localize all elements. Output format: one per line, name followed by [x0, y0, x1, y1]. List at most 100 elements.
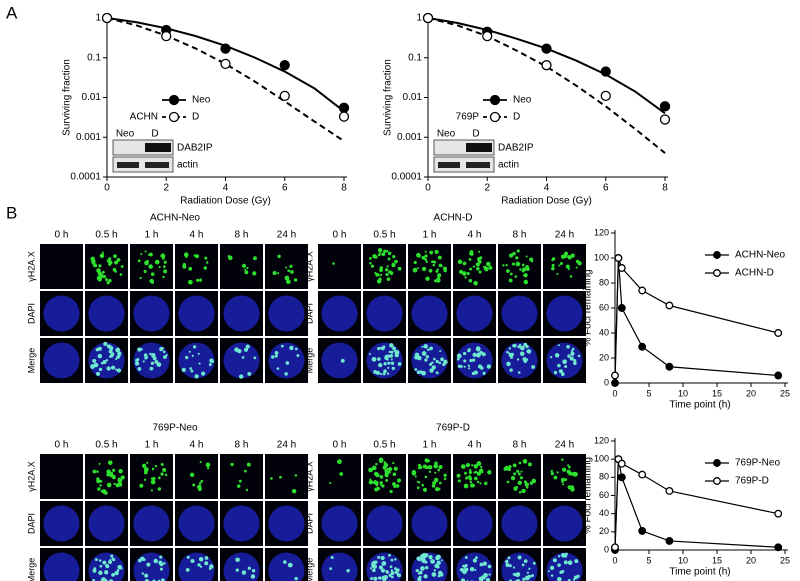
focus	[507, 467, 511, 472]
focus	[486, 364, 492, 369]
timepoint-label: 0 h	[333, 230, 347, 241]
y-tick-label: 0	[604, 544, 609, 554]
focus	[567, 560, 573, 566]
focus	[471, 371, 475, 376]
focus	[526, 486, 529, 489]
focus	[243, 347, 249, 352]
focus	[523, 559, 528, 563]
focus	[569, 275, 573, 278]
focus	[205, 462, 211, 468]
data-point	[638, 342, 647, 351]
focus	[429, 250, 434, 255]
focus	[508, 347, 512, 350]
focus	[146, 562, 151, 567]
focus	[457, 259, 463, 265]
focus	[570, 351, 575, 356]
focus	[389, 354, 394, 358]
focus	[567, 268, 571, 271]
focus	[432, 481, 437, 485]
focus	[571, 347, 575, 351]
focus	[375, 272, 380, 277]
focus	[505, 263, 508, 267]
focus	[387, 470, 391, 474]
grid-title: 769P-Neo	[152, 423, 197, 434]
timepoint-label: 8 h	[513, 440, 527, 451]
focus	[120, 475, 125, 480]
focus	[241, 570, 247, 575]
focus	[153, 558, 158, 564]
focus	[483, 265, 487, 269]
focus	[437, 487, 441, 491]
focus	[430, 559, 435, 564]
focus	[101, 489, 107, 494]
focus	[108, 559, 113, 565]
grid-title: 769P-D	[436, 423, 470, 434]
focus	[531, 478, 537, 484]
focus	[456, 473, 461, 478]
focus	[483, 572, 488, 578]
focus	[512, 251, 516, 256]
focus	[476, 266, 480, 271]
focus	[272, 270, 277, 276]
focus	[194, 254, 199, 259]
focus	[192, 345, 197, 349]
focus	[412, 267, 418, 273]
focus	[156, 362, 162, 367]
focus	[509, 272, 513, 276]
focus	[469, 358, 473, 363]
focus	[373, 576, 378, 581]
focus	[149, 366, 154, 371]
timepoint-label: 24 h	[277, 230, 296, 241]
focus	[476, 461, 482, 466]
data-point	[638, 526, 647, 535]
focus	[285, 279, 291, 285]
focus	[368, 479, 374, 485]
focus	[143, 478, 147, 481]
focus	[161, 346, 164, 350]
focus	[557, 554, 561, 558]
focus	[435, 277, 441, 283]
focus	[387, 467, 393, 472]
data-point	[161, 30, 172, 42]
focus	[382, 372, 386, 376]
micrograph	[175, 244, 218, 289]
focus	[390, 558, 394, 562]
legend-marker	[168, 111, 180, 123]
y-tick-label: 0.01	[403, 92, 423, 103]
focus	[157, 487, 162, 491]
focus	[377, 357, 381, 361]
focus	[117, 564, 122, 570]
focus	[105, 564, 110, 569]
focus	[460, 365, 463, 368]
y-tick-label: 80	[599, 277, 609, 287]
focus	[246, 266, 249, 270]
focus	[390, 358, 393, 361]
focus	[433, 569, 437, 572]
legend-marker	[489, 94, 501, 106]
focus	[478, 468, 484, 474]
focus	[241, 263, 247, 268]
focus	[515, 486, 519, 489]
nucleus	[268, 552, 305, 581]
focus	[274, 354, 278, 358]
channel-label: DAPI	[26, 303, 36, 324]
focus	[387, 257, 391, 261]
focus	[469, 468, 472, 472]
nucleus	[546, 505, 583, 542]
focus	[437, 468, 441, 472]
focus	[389, 489, 393, 494]
timepoint-label: 0.5 h	[95, 440, 117, 451]
focus	[136, 357, 140, 362]
timepoint-label: 4 h	[468, 440, 482, 451]
focus	[502, 264, 505, 267]
focus	[340, 358, 345, 363]
channel-label: γH2A.X	[26, 251, 36, 282]
focus	[424, 358, 428, 362]
y-tick-label: 0.0001	[70, 172, 101, 183]
data-point	[659, 101, 671, 112]
focus	[558, 369, 563, 374]
focus	[528, 567, 531, 570]
focus	[456, 357, 460, 361]
focus	[431, 361, 434, 364]
data-point	[279, 90, 290, 102]
